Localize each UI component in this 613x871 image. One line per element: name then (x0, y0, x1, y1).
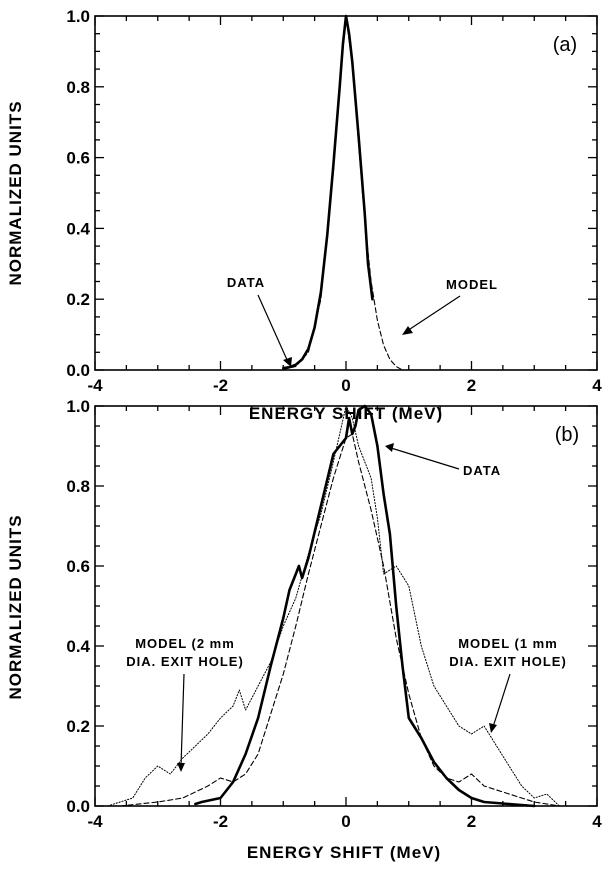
annotation-model-2mm-line2: DIA. EXIT HOLE) (126, 654, 244, 669)
y-tick-label-a: 0.4 (66, 219, 90, 238)
annotation-arrowhead-model-a (402, 326, 413, 335)
panel-label-b: (b) (555, 424, 579, 446)
y-tick-label-b: 0.0 (66, 797, 90, 816)
y-tick-label-a: 1.0 (66, 7, 90, 26)
x-tick-label-a: -2 (213, 376, 228, 395)
x-tick-label-b: 2 (467, 812, 476, 831)
y-tick-label-b: 0.4 (66, 637, 90, 656)
plot-frame-b (94, 405, 598, 807)
y-axis-title-a: NORMALIZED UNITS (6, 100, 25, 285)
annotation-arrow-model-1mm (492, 673, 511, 728)
series-line-b-0 (194, 404, 536, 808)
annotation-data-b: DATA (463, 463, 501, 478)
annotation-arrow-data-a (257, 294, 289, 363)
panel-b: -4 -2 0 2 4 0.0 0.2 0.4 0.6 0.8 1.0 (b) ENERGY SHI… (6, 397, 602, 862)
y-axis-title-b: NORMALIZED UNITS (6, 514, 25, 699)
series-line-b-1 (119, 433, 560, 807)
series-b (107, 404, 560, 808)
annotation-arrowhead-model-1mm (489, 723, 497, 733)
series-a (282, 14, 404, 371)
y-tick-label-b: 0.8 (66, 477, 90, 496)
ticks-a (94, 15, 598, 371)
x-tick-label-b: 0 (341, 812, 350, 831)
tick-labels-a: -4 -2 0 2 4 0.0 0.2 0.4 0.6 0.8 1.0 (66, 7, 602, 395)
plot-frame-a (94, 15, 598, 371)
annotation-model-1mm-line1: MODEL (1 mm (458, 636, 558, 651)
annotation-arrowhead-data-a (283, 357, 292, 367)
annotation-arrowhead-data-b (385, 443, 394, 452)
y-tick-label-a: 0.0 (66, 361, 90, 380)
y-tick-label-a: 0.2 (66, 290, 90, 309)
annotation-arrow-model-a (406, 295, 461, 332)
series-line-a-0 (282, 14, 374, 370)
x-tick-label-b: -2 (213, 812, 228, 831)
annotation-model-1mm-line2: DIA. EXIT HOLE) (449, 654, 567, 669)
panel-label-a: (a) (553, 34, 577, 56)
y-tick-label-a: 0.8 (66, 78, 90, 97)
series-line-a-1 (282, 15, 404, 371)
x-tick-label-a: -4 (87, 376, 103, 395)
x-tick-label-b: -4 (87, 812, 103, 831)
y-tick-label-b: 0.2 (66, 717, 90, 736)
annotation-model-a: MODEL (446, 277, 498, 292)
y-tick-label-b: 0.6 (66, 557, 90, 576)
annotation-arrow-data-b (390, 447, 460, 470)
x-tick-label-a: 4 (592, 376, 602, 395)
y-tick-label-b: 1.0 (66, 397, 90, 416)
annotation-arrow-model-2mm (180, 673, 185, 767)
panel-a: -4 -2 0 2 40.00.20.40.60.81.0 (a) ENERGY SHI… (6, 7, 602, 423)
ticks-b (94, 405, 598, 807)
annotation-arrowhead-model-2mm (177, 763, 185, 772)
tick-labels-b: -4 -2 0 2 4 0.0 0.2 0.4 0.6 0.8 1.0 (66, 397, 602, 831)
x-tick-label-a: 0 (341, 376, 350, 395)
y-tick-label-a: 0.6 (66, 149, 90, 168)
series-line-b-2 (107, 405, 560, 807)
annotation-model-2mm-line1: MODEL (2 mm (135, 636, 235, 651)
x-tick-label-b: 4 (592, 812, 602, 831)
x-axis-title-b: ENERGY SHIFT (MeV) (247, 843, 441, 862)
annotation-data-a: DATA (227, 275, 265, 290)
x-tick-label-a: 2 (467, 376, 476, 395)
